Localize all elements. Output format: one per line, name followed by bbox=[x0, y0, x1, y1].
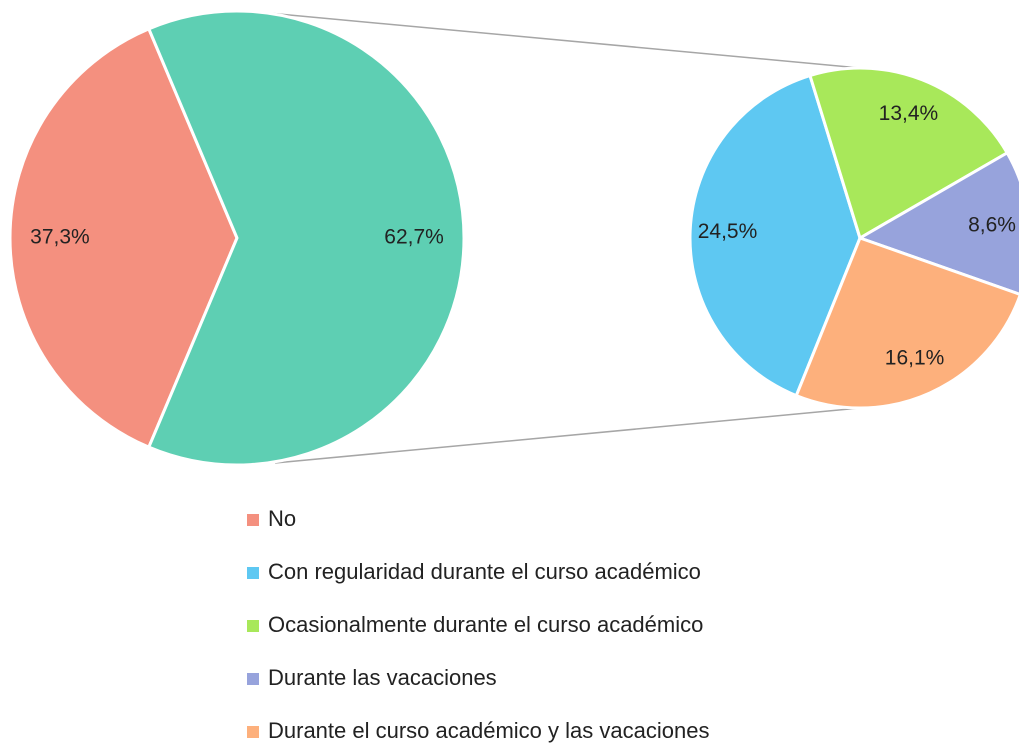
value-label: 62,7% bbox=[384, 226, 444, 249]
value-label: 16,1% bbox=[885, 346, 945, 369]
pie-slice bbox=[147, 9, 466, 467]
legend-swatch bbox=[247, 567, 259, 579]
pie-slice bbox=[8, 27, 239, 449]
legend-label: Ocasionalmente durante el curso académic… bbox=[268, 612, 703, 637]
legend-swatch bbox=[247, 726, 259, 738]
legend-swatch bbox=[247, 514, 259, 526]
pie-slice bbox=[808, 66, 1009, 240]
pie-slice bbox=[858, 151, 1019, 296]
legend-label: Con regularidad durante el curso académi… bbox=[268, 559, 701, 584]
pie-slice bbox=[688, 74, 862, 398]
legend-swatch bbox=[247, 673, 259, 685]
legend-label: No bbox=[268, 506, 296, 531]
legend-label: Durante las vacaciones bbox=[268, 665, 497, 690]
connector-line bbox=[274, 407, 861, 464]
value-label: 13,4% bbox=[879, 102, 939, 125]
value-label: 24,5% bbox=[698, 220, 758, 243]
legend-swatch bbox=[247, 620, 259, 632]
connector-line bbox=[267, 12, 861, 69]
value-label: 8,6% bbox=[968, 213, 1016, 236]
legend-label: Durante el curso académico y las vacacio… bbox=[268, 718, 709, 743]
pie-slice bbox=[794, 236, 1019, 410]
value-label: 37,3% bbox=[30, 226, 90, 249]
